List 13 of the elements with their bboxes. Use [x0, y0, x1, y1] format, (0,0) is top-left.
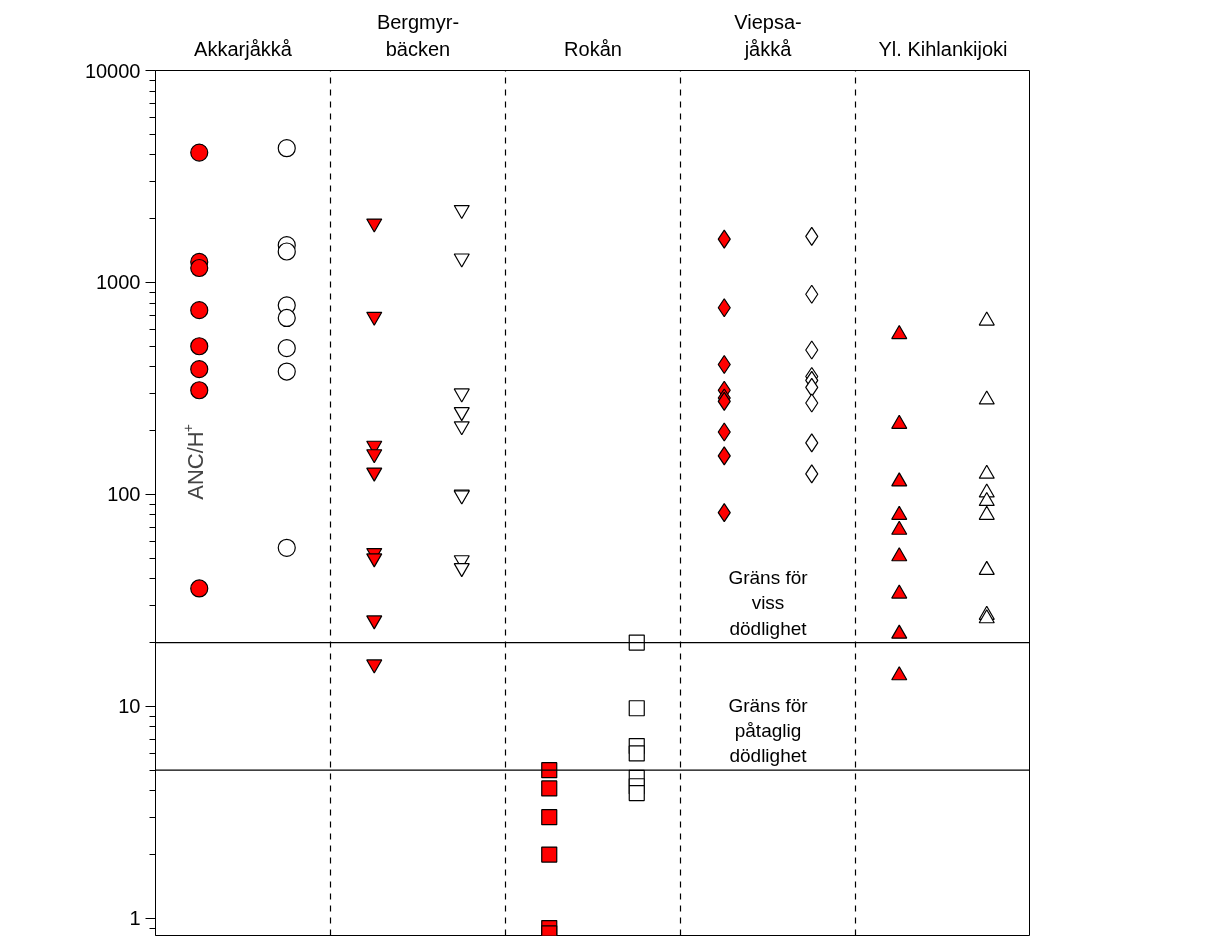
- ref-line-label: Gräns för viss dödlighet: [728, 567, 809, 639]
- x-tick-label: Viepsa- jåkkå: [734, 11, 802, 60]
- x-tick-label: Bergmyr- bäcken: [376, 11, 460, 60]
- y-tick-label: 100: [107, 483, 141, 506]
- x-tick-label: Rokån: [564, 37, 622, 60]
- y-tick-label: 10000: [84, 59, 141, 82]
- y-tick-label: 1: [129, 907, 141, 930]
- ref-line-label: Gräns för påtaglig dödlighet: [728, 694, 809, 767]
- x-tick-label: Yl. Kihlankijoki: [878, 37, 1008, 60]
- x-tick-label: Akkarjåkkå: [194, 37, 293, 60]
- y-tick-label: 10: [118, 695, 141, 718]
- y-axis-title: ANC/H+: [179, 424, 208, 500]
- y-tick-label: 1000: [96, 271, 141, 294]
